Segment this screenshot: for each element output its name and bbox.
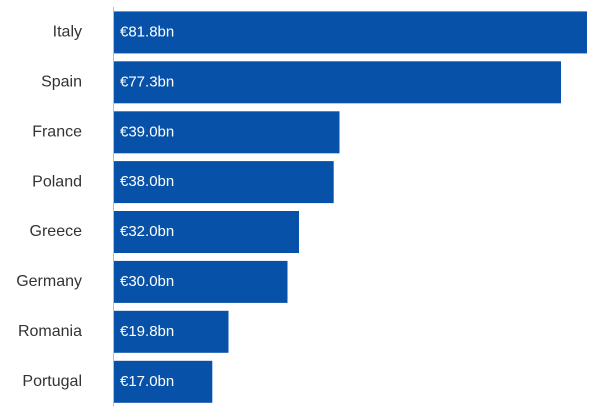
bar-germany (114, 260, 288, 303)
category-label-poland: Poland (32, 173, 82, 190)
value-label-portugal: €17.0bn (120, 373, 174, 390)
category-label-france: France (32, 124, 82, 141)
bar-italy (114, 11, 587, 54)
category-label-germany: Germany (16, 273, 82, 290)
value-label-france: €39.0bn (120, 123, 174, 140)
bar-romania (114, 310, 229, 353)
category-label-romania: Romania (18, 323, 82, 340)
category-label-greece: Greece (30, 223, 83, 240)
bar-portugal (114, 360, 213, 403)
value-label-romania: €19.8bn (120, 323, 174, 340)
category-labels-group: Italy Spain France Poland Greece Germany Roman… (16, 24, 82, 390)
bars-group (114, 11, 587, 403)
value-label-greece: €32.0bn (120, 223, 174, 240)
bar-spain (114, 61, 561, 104)
value-labels-group: €81.8bn €77.3bn €39.0bn €38.0bn €32.0bn €30.0… (120, 23, 174, 389)
bar-france (114, 111, 340, 154)
category-label-portugal: Portugal (22, 373, 82, 390)
category-label-spain: Spain (41, 74, 82, 91)
bar-greece (114, 211, 299, 253)
value-label-italy: €81.8bn (120, 23, 174, 40)
bar-poland (114, 161, 334, 204)
value-label-germany: €30.0bn (120, 273, 174, 290)
category-label-italy: Italy (53, 24, 82, 41)
value-label-poland: €38.0bn (120, 173, 174, 190)
value-label-spain: €77.3bn (120, 73, 174, 90)
